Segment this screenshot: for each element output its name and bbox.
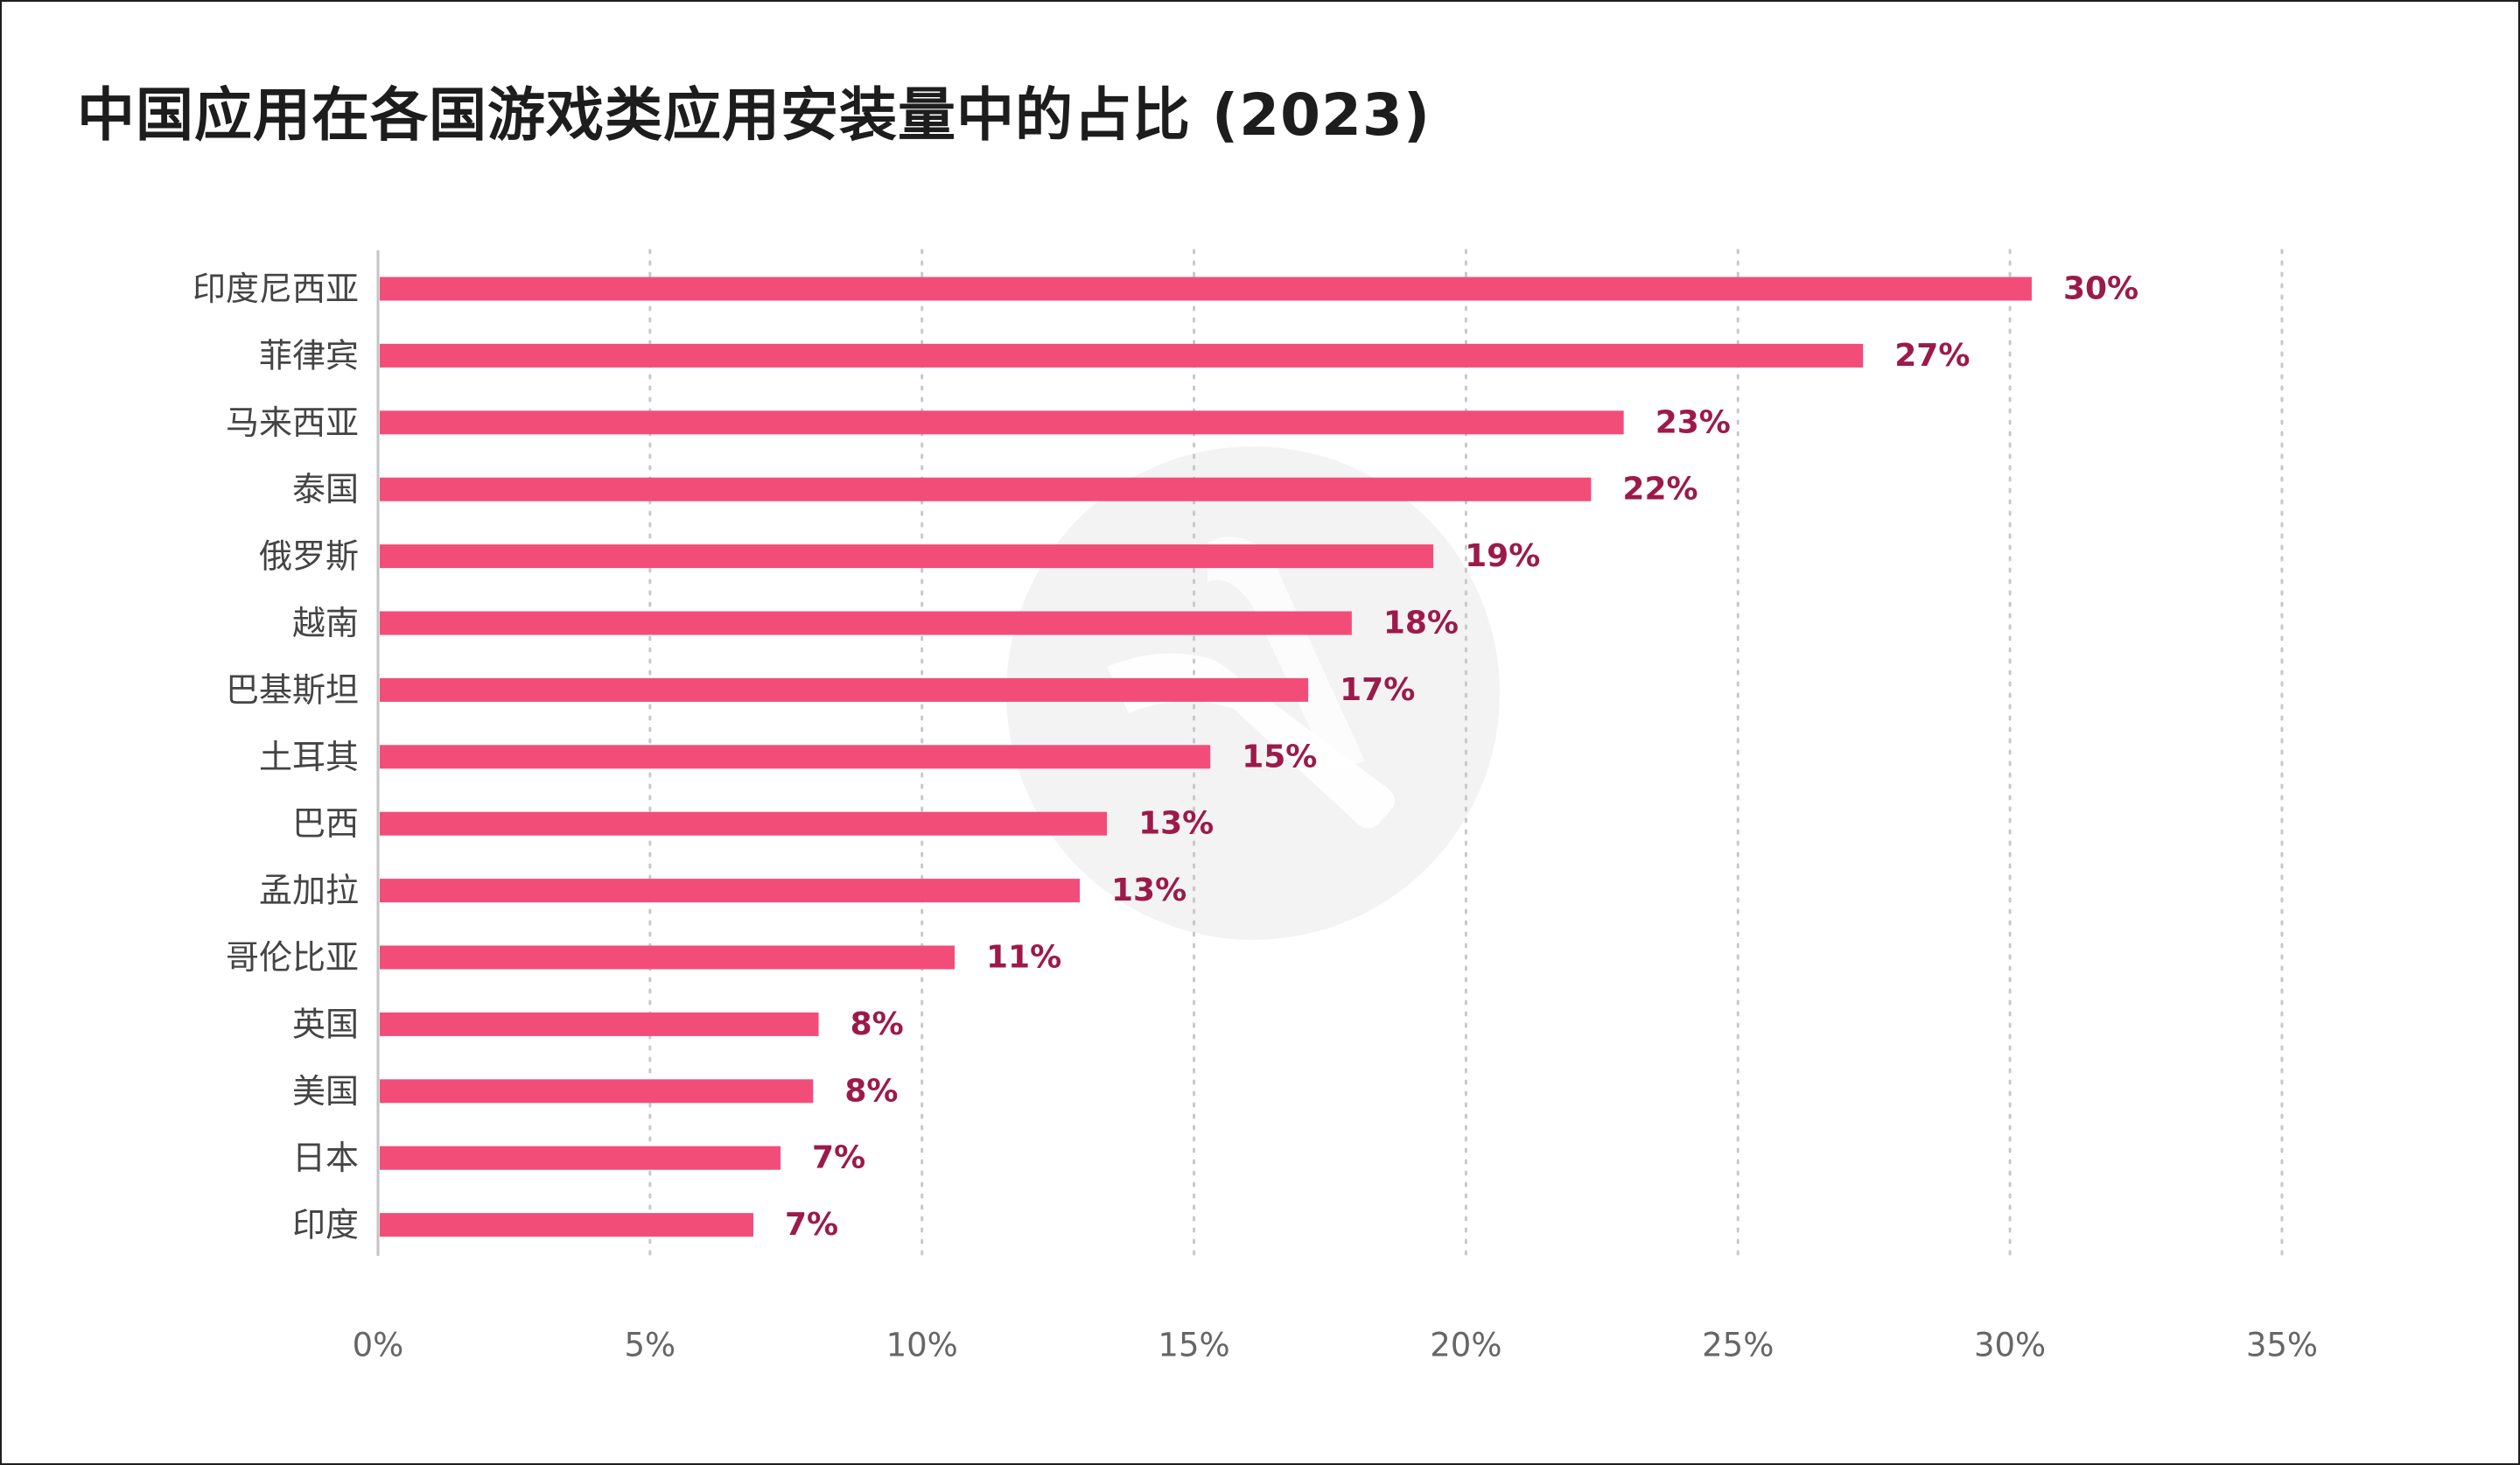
bar bbox=[380, 1012, 819, 1036]
category-label: 土耳其 bbox=[259, 738, 359, 776]
bar bbox=[380, 544, 1434, 569]
bar bbox=[380, 277, 2032, 301]
chart-title: 中国应用在各国游戏类应用安装量中的占比 (2023) bbox=[77, 81, 1431, 149]
category-labels: 印度尼西亚菲律宾马来西亚泰国俄罗斯越南巴基斯坦土耳其巴西孟加拉哥伦比亚英国美国日… bbox=[192, 270, 359, 1244]
x-tick-label: 15% bbox=[1158, 1327, 1229, 1364]
bar bbox=[380, 745, 1211, 769]
bar bbox=[380, 811, 1108, 836]
category-label: 菲律宾 bbox=[259, 336, 359, 375]
value-label: 8% bbox=[844, 1073, 898, 1109]
category-label: 马来西亚 bbox=[226, 403, 359, 442]
bar bbox=[380, 410, 1624, 435]
category-label: 俄罗斯 bbox=[259, 537, 359, 576]
bar bbox=[380, 1146, 781, 1170]
bar bbox=[380, 945, 956, 970]
x-tick-label: 30% bbox=[1974, 1327, 2046, 1364]
bars bbox=[380, 277, 2032, 1237]
value-label: 7% bbox=[812, 1140, 865, 1176]
category-label: 印度尼西亚 bbox=[192, 270, 359, 308]
value-label: 13% bbox=[1138, 806, 1214, 842]
category-label: 美国 bbox=[292, 1072, 359, 1111]
x-tick-label: 35% bbox=[2246, 1327, 2318, 1364]
value-label: 18% bbox=[1383, 606, 1459, 641]
value-label: 30% bbox=[2063, 271, 2138, 307]
value-labels: 30% 27% 23% 22% 19%18% 17% 15% 13% 13% 11% 8% 8% 7% 7… bbox=[785, 271, 2138, 1244]
value-label: 23% bbox=[1656, 404, 1731, 440]
x-tick-label: 0% bbox=[353, 1327, 404, 1364]
category-label: 英国 bbox=[292, 1005, 359, 1043]
value-label: 22% bbox=[1622, 472, 1698, 508]
category-label: 巴西 bbox=[292, 804, 359, 843]
bar bbox=[380, 1213, 753, 1237]
category-label: 印度 bbox=[292, 1206, 359, 1244]
x-tick-label: 25% bbox=[1702, 1327, 1774, 1364]
value-label: 27% bbox=[1894, 338, 1970, 374]
category-label: 泰国 bbox=[292, 470, 359, 508]
value-label: 13% bbox=[1111, 873, 1186, 908]
value-label: 17% bbox=[1340, 672, 1415, 708]
category-label: 越南 bbox=[292, 604, 359, 642]
bar bbox=[380, 611, 1352, 635]
x-tick-labels: 0% 5% 10% 15% 20% 25% 30% 35% bbox=[353, 1327, 2318, 1364]
x-tick-label: 5% bbox=[624, 1327, 676, 1364]
value-label: 15% bbox=[1242, 739, 1317, 775]
value-label: 8% bbox=[850, 1006, 904, 1042]
x-tick-label: 10% bbox=[886, 1327, 958, 1364]
category-label: 巴基斯坦 bbox=[226, 670, 359, 709]
category-label: 孟加拉 bbox=[259, 872, 359, 910]
value-label: 7% bbox=[785, 1207, 838, 1243]
bar bbox=[380, 879, 1080, 903]
category-label: 哥伦比亚 bbox=[226, 938, 359, 977]
x-tick-label: 20% bbox=[1430, 1327, 1502, 1364]
value-label: 19% bbox=[1465, 538, 1540, 574]
bar bbox=[380, 677, 1309, 702]
bar bbox=[380, 343, 1864, 368]
bar bbox=[380, 477, 1592, 501]
category-label: 日本 bbox=[292, 1139, 359, 1177]
bar bbox=[380, 1079, 814, 1104]
value-label: 11% bbox=[986, 940, 1061, 976]
